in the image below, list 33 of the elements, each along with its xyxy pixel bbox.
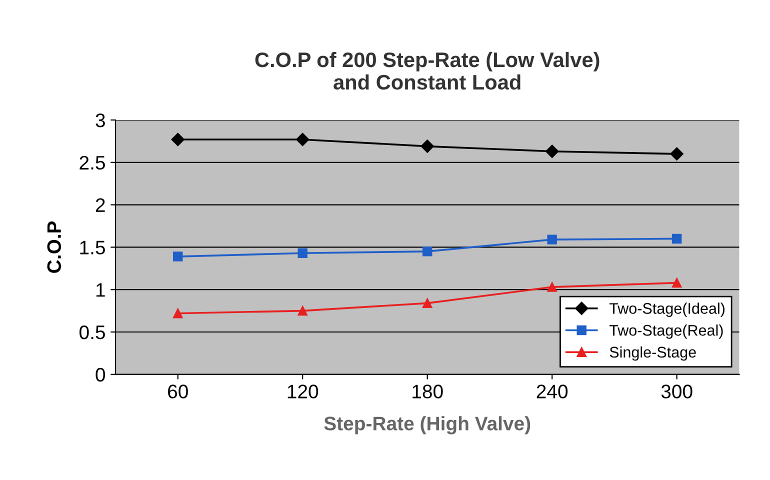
x-tick-label: 240	[536, 384, 568, 398]
point	[672, 278, 682, 288]
y-tick-label: 2	[96, 198, 105, 212]
y-tick-label: 0	[96, 368, 106, 382]
point	[420, 140, 434, 153]
x-tick-label: 120	[288, 384, 318, 398]
point	[670, 147, 684, 161]
legend-label: Two-Stage(Ideal)	[609, 302, 725, 317]
x-tick-label: 60	[168, 384, 188, 398]
y-tick-label: 3	[96, 113, 105, 128]
point	[173, 308, 183, 318]
point	[296, 132, 310, 146]
point	[547, 234, 557, 244]
legend-label: Single-Stage	[610, 346, 696, 361]
point	[422, 246, 432, 256]
x-tick-label: 300	[661, 384, 692, 398]
x-tick-label: 180	[412, 384, 443, 398]
point	[298, 248, 308, 258]
point	[171, 132, 184, 146]
legend-label: Two-Stage(Real)	[609, 324, 723, 339]
chart-title: C.O.P of 200 Step-Rate (Low Valve) and Constant Load	[255, 52, 600, 90]
y-tick-label: 1.5	[80, 240, 105, 254]
y-axis-title: C.O.P	[47, 221, 62, 273]
point	[672, 234, 682, 244]
x-axis-title: Step-Rate (High Valve)	[324, 416, 530, 434]
point	[422, 298, 432, 308]
point	[298, 306, 308, 316]
point	[173, 252, 183, 262]
y-tick-label: 1	[96, 283, 105, 297]
y-tick-label: 2.5	[80, 156, 105, 170]
y-tick-label: 0.5	[80, 325, 105, 340]
point	[546, 144, 559, 158]
point	[547, 282, 557, 292]
